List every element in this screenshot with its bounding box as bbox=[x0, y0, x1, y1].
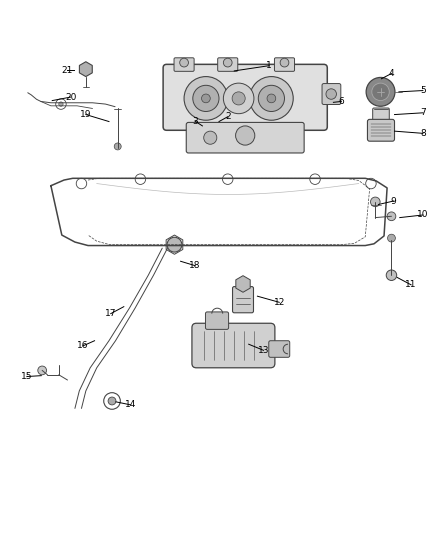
Circle shape bbox=[223, 174, 233, 184]
Circle shape bbox=[180, 58, 188, 67]
Text: 3: 3 bbox=[192, 117, 198, 126]
Text: 1: 1 bbox=[266, 61, 272, 70]
Text: 7: 7 bbox=[420, 108, 426, 117]
Circle shape bbox=[204, 131, 217, 144]
Circle shape bbox=[258, 85, 285, 111]
Text: 4: 4 bbox=[389, 69, 394, 78]
FancyBboxPatch shape bbox=[269, 341, 290, 357]
FancyBboxPatch shape bbox=[205, 312, 229, 329]
Text: 8: 8 bbox=[420, 129, 426, 138]
FancyBboxPatch shape bbox=[174, 58, 194, 71]
Circle shape bbox=[372, 83, 389, 101]
Text: 20: 20 bbox=[65, 93, 76, 102]
Circle shape bbox=[59, 102, 63, 106]
Text: 21: 21 bbox=[61, 66, 73, 75]
Text: 11: 11 bbox=[405, 280, 417, 289]
Circle shape bbox=[387, 212, 396, 221]
Circle shape bbox=[135, 174, 146, 184]
Circle shape bbox=[326, 89, 336, 99]
Circle shape bbox=[76, 179, 87, 189]
Circle shape bbox=[104, 393, 120, 409]
Text: 15: 15 bbox=[21, 372, 33, 381]
Circle shape bbox=[366, 77, 395, 106]
Text: 2: 2 bbox=[225, 112, 230, 121]
FancyBboxPatch shape bbox=[275, 58, 294, 71]
Circle shape bbox=[310, 174, 320, 184]
Circle shape bbox=[56, 99, 66, 109]
Circle shape bbox=[223, 58, 232, 67]
Circle shape bbox=[223, 83, 254, 114]
Text: 10: 10 bbox=[417, 211, 429, 220]
Text: 19: 19 bbox=[80, 110, 92, 119]
Text: 5: 5 bbox=[420, 86, 426, 95]
FancyBboxPatch shape bbox=[367, 119, 395, 141]
Circle shape bbox=[114, 143, 121, 150]
Circle shape bbox=[193, 85, 219, 111]
Circle shape bbox=[280, 58, 289, 67]
Text: 18: 18 bbox=[189, 261, 201, 270]
FancyBboxPatch shape bbox=[163, 64, 327, 130]
Circle shape bbox=[108, 397, 116, 405]
Circle shape bbox=[184, 77, 228, 120]
FancyBboxPatch shape bbox=[373, 108, 389, 121]
FancyBboxPatch shape bbox=[192, 323, 275, 368]
Circle shape bbox=[267, 94, 276, 103]
FancyBboxPatch shape bbox=[233, 287, 254, 313]
Text: 16: 16 bbox=[77, 342, 88, 351]
Circle shape bbox=[366, 179, 376, 189]
Circle shape bbox=[388, 234, 396, 242]
Circle shape bbox=[386, 270, 397, 280]
FancyBboxPatch shape bbox=[322, 84, 341, 104]
Circle shape bbox=[236, 126, 255, 145]
FancyBboxPatch shape bbox=[218, 58, 238, 71]
Text: 12: 12 bbox=[274, 298, 285, 307]
Circle shape bbox=[38, 366, 46, 375]
Circle shape bbox=[167, 237, 182, 252]
Text: 9: 9 bbox=[391, 197, 396, 206]
Circle shape bbox=[371, 197, 380, 207]
Text: 14: 14 bbox=[125, 400, 137, 409]
Circle shape bbox=[201, 94, 210, 103]
Circle shape bbox=[250, 77, 293, 120]
Text: 6: 6 bbox=[339, 97, 344, 106]
FancyBboxPatch shape bbox=[186, 123, 304, 153]
Circle shape bbox=[232, 92, 245, 105]
Text: 17: 17 bbox=[105, 309, 117, 318]
Text: 13: 13 bbox=[258, 346, 269, 355]
